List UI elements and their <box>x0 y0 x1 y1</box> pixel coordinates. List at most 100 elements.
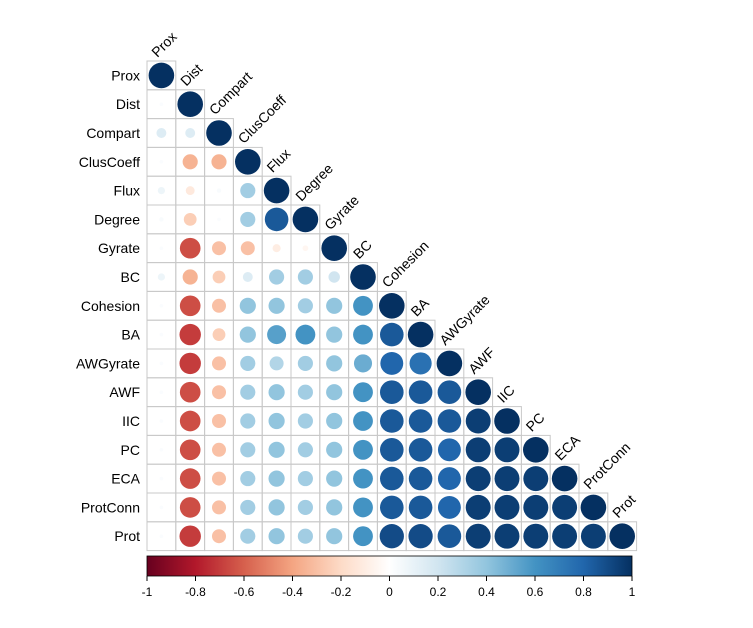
corr-circle-Flux-Prox <box>157 186 166 195</box>
corr-circle-ClusCoeff-Dist <box>182 154 198 170</box>
row-label-Dist: Dist <box>116 96 140 112</box>
corr-circle-BC-Compart <box>212 270 226 284</box>
corr-circle-Prot-AWF <box>465 523 491 549</box>
corr-circle-ECA-Flux <box>268 470 285 487</box>
row-label-BC: BC <box>121 269 140 285</box>
corr-circle-Cohesion-ClusCoeff <box>239 297 256 314</box>
corr-circle-Degree-Flux <box>264 207 289 232</box>
corr-circle-Dist-Dist <box>177 91 203 117</box>
corr-circle-BA-BA <box>407 321 434 348</box>
row-label-AWGyrate: AWGyrate <box>76 355 140 371</box>
corr-circle-IIC-AWGyrate <box>437 409 462 433</box>
corr-circle-Gyrate-ClusCoeff <box>240 241 255 256</box>
row-label-Prot: Prot <box>114 528 140 544</box>
col-label-PC: PC <box>523 409 548 434</box>
corr-circle-PC-BC <box>353 439 373 460</box>
corr-circle-ECA-Dist <box>179 468 201 489</box>
corr-circle-IIC-IIC <box>494 408 520 434</box>
corr-circle-Prot-AWGyrate <box>437 524 462 549</box>
corr-circle-BA-BC <box>353 324 373 345</box>
corr-circle-Gyrate-Compart <box>211 241 227 256</box>
corr-circle-Prot-Cohesion <box>379 524 404 549</box>
corr-circle-BC-Flux <box>269 269 285 285</box>
corr-circle-Compart-Prox <box>156 128 167 138</box>
corr-circle-Gyrate-Prox <box>159 246 164 251</box>
color-bar-tick-label: -0.2 <box>331 585 352 599</box>
corr-circle-Cohesion-BC <box>353 295 373 316</box>
col-label-Prot: Prot <box>609 491 639 521</box>
corr-circle-AWF-Degree <box>297 384 313 400</box>
col-label-Prox: Prox <box>148 28 180 60</box>
corr-circle-ECA-Degree <box>297 471 313 487</box>
corr-circle-PC-Flux <box>268 441 285 458</box>
corr-circle-ProtConn-ECA <box>552 494 578 520</box>
corr-circle-ProtConn-Gyrate <box>326 499 343 516</box>
col-label-Compart: Compart <box>206 68 255 117</box>
corr-circle-BC-Dist <box>182 269 198 285</box>
corr-circle-AWF-Compart <box>211 385 227 400</box>
corr-circle-Cohesion-Compart <box>211 298 227 313</box>
corr-circle-Prot-BC <box>353 526 373 547</box>
corr-circle-IIC-Dist <box>179 410 201 432</box>
corr-circle-PC-BA <box>408 437 433 462</box>
corr-circle-BA-Degree <box>295 324 316 345</box>
corr-circle-ClusCoeff-ClusCoeff <box>235 149 261 175</box>
corr-circle-PC-Gyrate <box>326 441 343 458</box>
corr-circle-ECA-Gyrate <box>326 470 343 487</box>
corr-circle-BA-Prox <box>159 332 164 337</box>
corr-circle-PC-Dist <box>179 439 201 461</box>
corr-circle-AWGyrate-Gyrate <box>326 355 343 372</box>
corr-circle-Prot-ClusCoeff <box>240 528 256 544</box>
corr-circle-Gyrate-Degree <box>302 245 309 252</box>
row-label-Gyrate: Gyrate <box>98 240 140 256</box>
corr-circle-AWGyrate-Dist <box>179 352 201 375</box>
corr-circle-AWF-AWGyrate <box>437 380 462 405</box>
corr-circle-BA-Gyrate <box>326 326 343 343</box>
color-bar-tick-label: -0.4 <box>282 585 303 599</box>
corr-circle-AWF-Flux <box>268 384 285 401</box>
corr-circle-Prot-Gyrate <box>326 528 343 545</box>
col-label-ECA: ECA <box>551 431 583 463</box>
corr-circle-Gyrate-Gyrate <box>321 235 348 261</box>
corr-circle-Prot-PC <box>523 523 549 549</box>
color-bar <box>146 555 633 577</box>
col-label-ProtConn: ProtConn <box>580 439 633 492</box>
corr-circle-AWF-BA <box>408 380 433 405</box>
row-label-Prox: Prox <box>111 67 140 83</box>
corr-circle-AWF-Cohesion <box>379 380 404 405</box>
color-bar-tick-label: 0 <box>386 585 393 599</box>
corr-circle-AWGyrate-Prox <box>159 361 164 366</box>
color-bar-tick-label: 1 <box>629 585 636 599</box>
corr-circle-PC-Compart <box>211 442 227 457</box>
color-bar-tick-label: 0.4 <box>478 585 495 599</box>
corr-circle-Flux-ClusCoeff <box>240 183 256 199</box>
corr-circle-Prot-BA <box>408 524 433 549</box>
row-label-PC: PC <box>121 442 140 458</box>
corr-circle-ECA-ECA <box>551 465 578 492</box>
corr-circle-Cohesion-Cohesion <box>379 293 405 319</box>
corr-circle-AWF-ClusCoeff <box>240 384 256 400</box>
grid-lines <box>146 60 638 552</box>
col-label-Dist: Dist <box>177 60 205 88</box>
corr-circle-BC-BC <box>350 264 376 290</box>
corr-circle-BC-ClusCoeff <box>242 272 253 282</box>
row-label-Degree: Degree <box>94 211 140 227</box>
corr-circle-ProtConn-ClusCoeff <box>240 499 256 515</box>
corr-circle-PC-AWF <box>465 437 491 463</box>
corr-circle-PC-ClusCoeff <box>240 442 256 458</box>
corr-circle-ECA-ClusCoeff <box>240 471 256 487</box>
row-label-ClusCoeff: ClusCoeff <box>79 154 140 170</box>
corr-circle-Degree-ClusCoeff <box>240 211 256 227</box>
corr-circle-AWGyrate-Compart <box>211 356 227 371</box>
corr-circle-ECA-IIC <box>494 466 520 492</box>
col-label-Degree: Degree <box>292 160 336 204</box>
corr-circle-ClusCoeff-Prox <box>159 159 164 164</box>
corr-circle-AWGyrate-Flux <box>269 356 284 371</box>
corr-circle-ECA-Compart <box>211 471 227 486</box>
corr-circle-Prox-Prox <box>148 62 175 89</box>
corr-circle-ECA-BA <box>408 466 433 491</box>
corr-circle-PC-AWGyrate <box>437 438 461 462</box>
col-label-Cohesion: Cohesion <box>379 237 432 290</box>
row-label-ECA: ECA <box>111 471 140 487</box>
